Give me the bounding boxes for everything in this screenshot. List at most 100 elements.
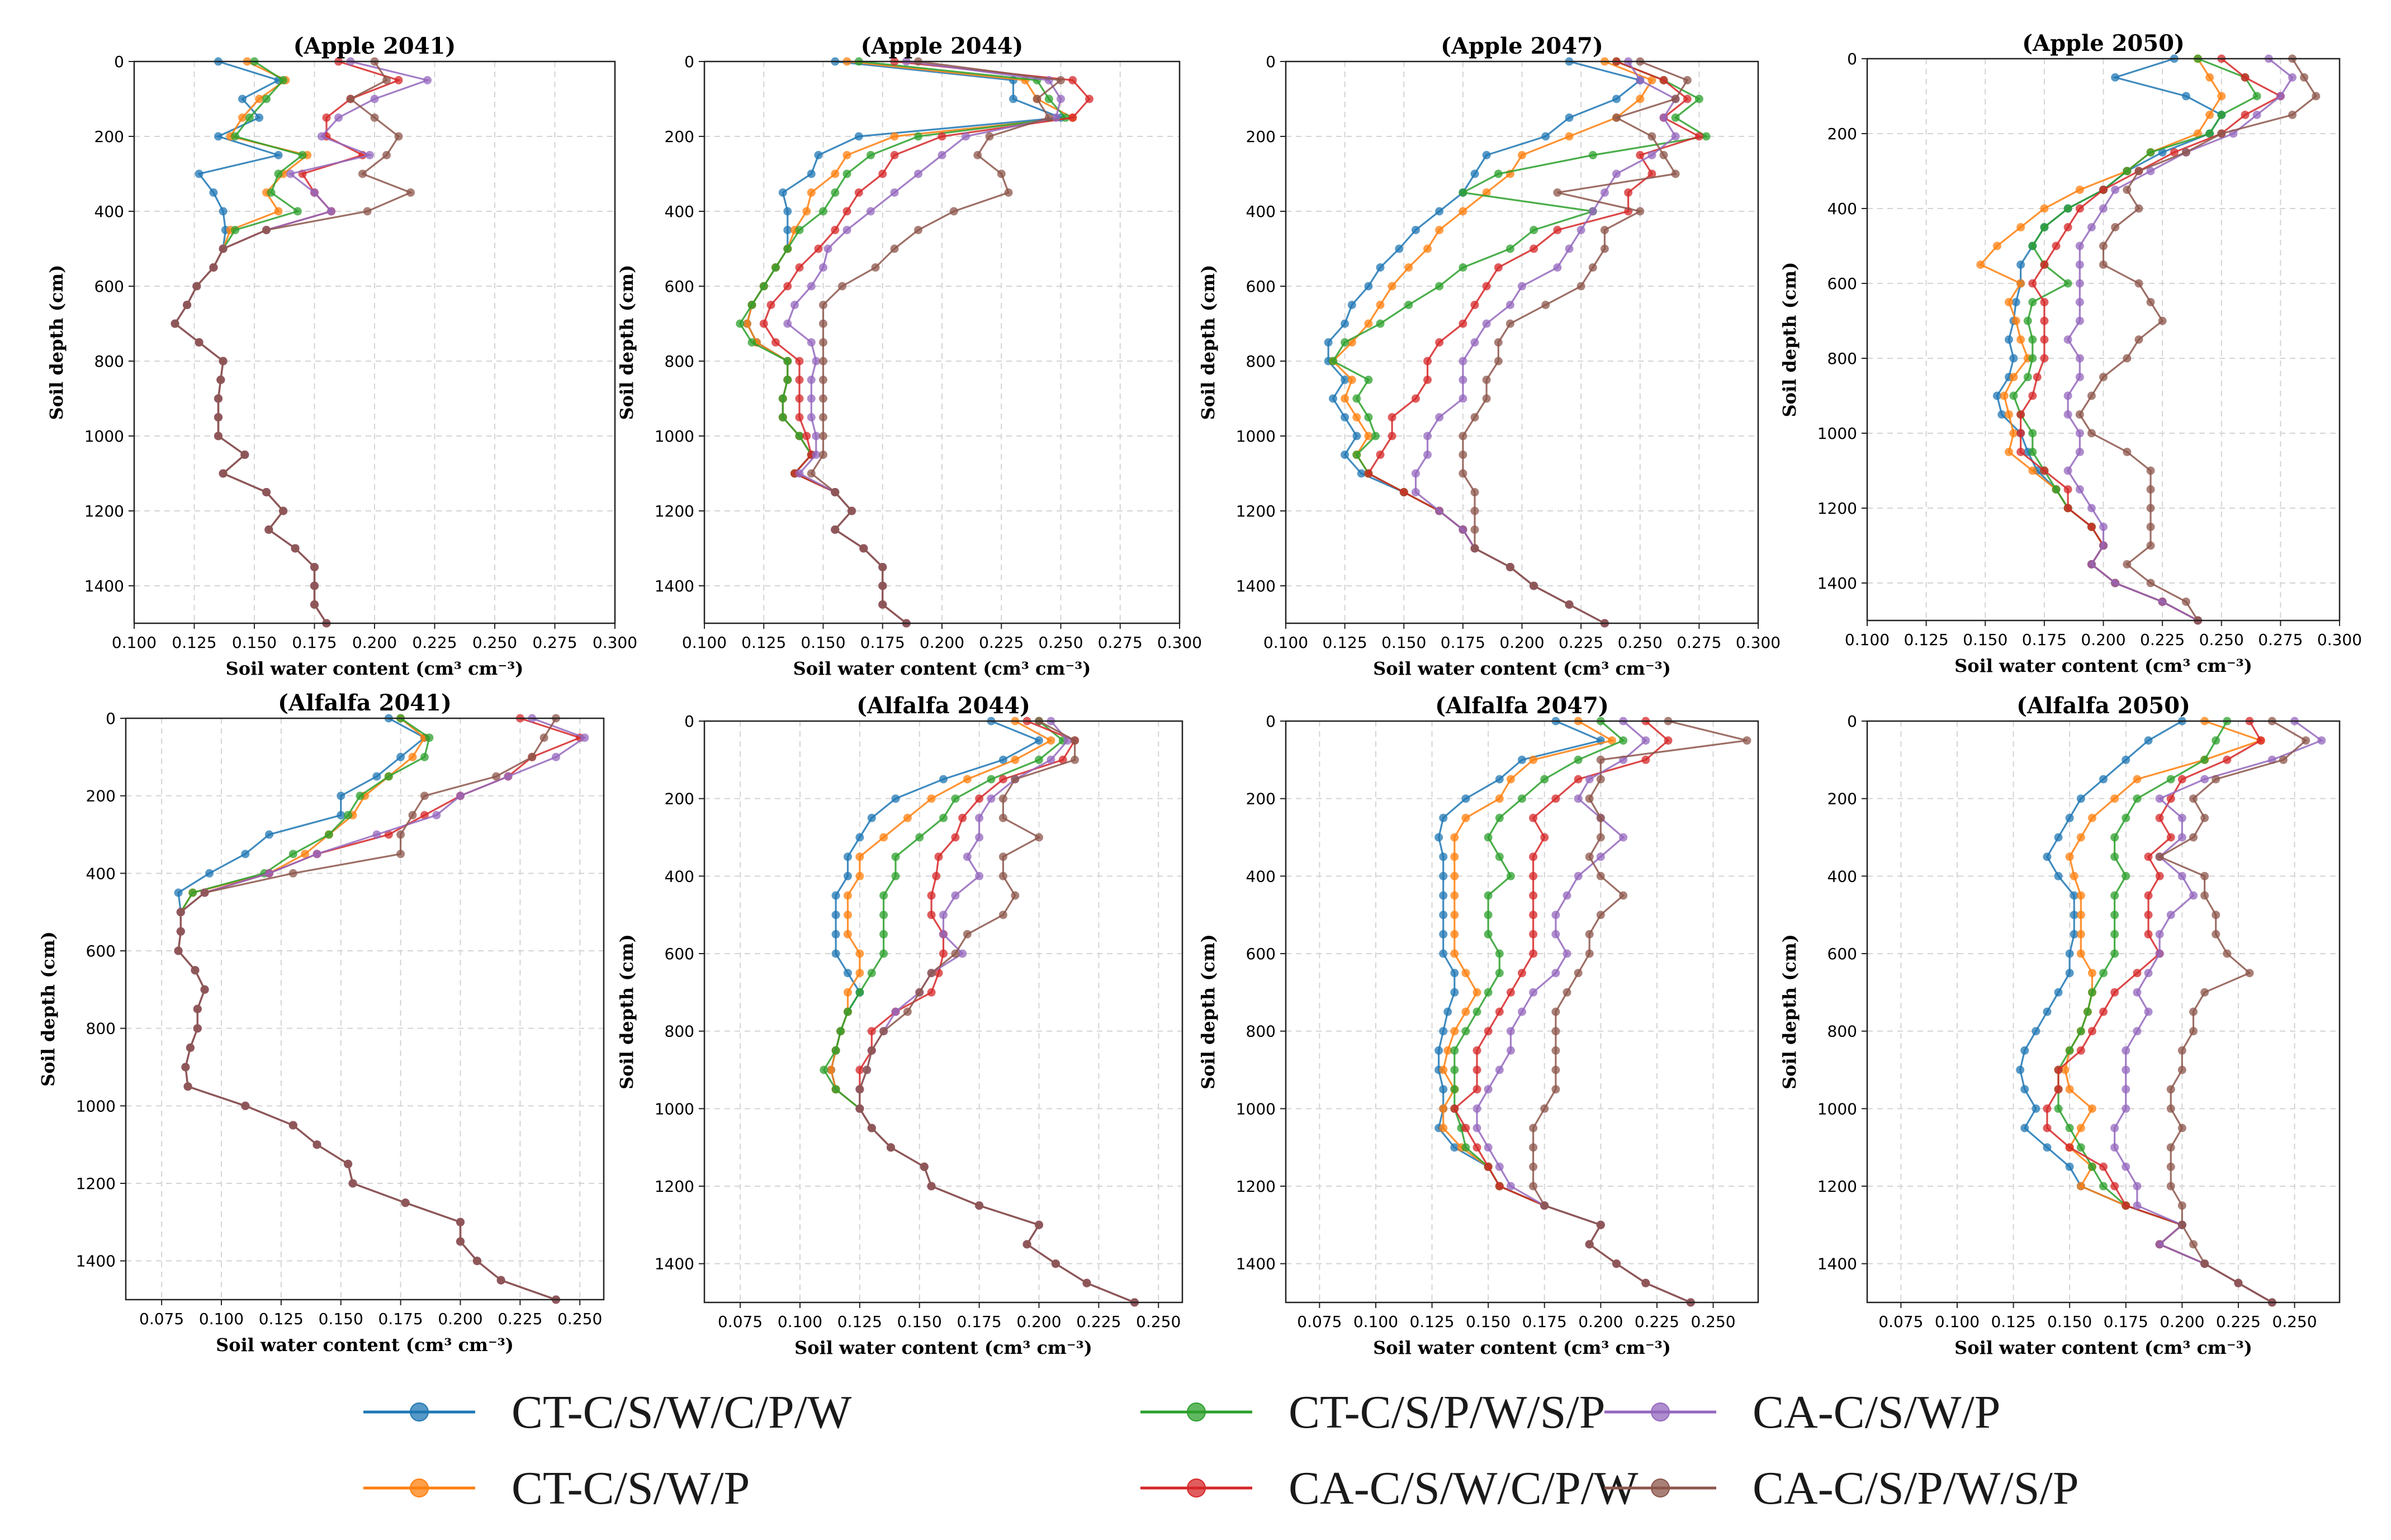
y-tick-label: 600 <box>1827 945 1857 963</box>
data-point <box>1484 911 1493 920</box>
data-point <box>2070 911 2078 920</box>
data-point <box>831 911 840 920</box>
data-point <box>2054 871 2063 880</box>
x-tick-label: 0.150 <box>1381 633 1426 652</box>
series-line <box>177 718 557 1301</box>
data-point <box>191 966 200 975</box>
data-point <box>1600 188 1609 197</box>
data-point <box>1588 151 1597 159</box>
data-point <box>2110 930 2119 939</box>
data-point <box>927 1182 936 1191</box>
data-point <box>1494 263 1503 272</box>
data-point <box>1484 1143 1493 1152</box>
data-point <box>334 113 343 122</box>
data-point <box>1470 413 1479 421</box>
data-point <box>1518 282 1526 291</box>
data-point <box>1035 736 1043 745</box>
data-point <box>1495 1065 1504 1074</box>
data-point <box>1551 1046 1560 1055</box>
data-point <box>195 338 203 347</box>
data-point <box>456 1217 465 1226</box>
data-point <box>1461 813 1470 822</box>
data-point <box>975 833 984 842</box>
x-tick-label: 0.275 <box>1098 633 1143 652</box>
data-point <box>2177 775 2186 784</box>
data-point <box>1641 1278 1650 1287</box>
data-point <box>1997 410 2006 419</box>
data-point <box>262 488 271 496</box>
y-tick-label: 400 <box>94 202 124 221</box>
data-point <box>2133 969 2142 978</box>
data-point <box>2166 911 2175 920</box>
y-tick-label: 200 <box>86 787 116 805</box>
data-point <box>214 394 222 403</box>
data-point <box>1585 930 1594 939</box>
data-point <box>214 413 222 421</box>
x-tick-label: 0.250 <box>2199 631 2244 649</box>
x-tick-label: 0.250 <box>2272 1312 2317 1331</box>
data-point <box>1435 506 1444 515</box>
data-point <box>903 813 912 822</box>
panel-title: (Apple 2047) <box>1441 33 1603 59</box>
data-point <box>1411 469 1420 478</box>
data-point <box>344 1159 353 1168</box>
series <box>2155 717 2310 1307</box>
data-point <box>807 169 816 178</box>
data-point <box>1565 244 1574 253</box>
y-tick-label: 1400 <box>655 1255 694 1273</box>
x-tick-label: 0.125 <box>1323 633 1367 652</box>
data-point <box>2189 891 2198 900</box>
data-point <box>1044 76 1053 84</box>
series-line <box>830 720 1135 1304</box>
panel: 0.075 0.100 0.125 0.150 0.175 0.200 0.225 0.250… <box>1197 693 1759 1358</box>
data-point <box>1596 813 1605 822</box>
data-point <box>1011 775 1020 784</box>
data-point <box>2023 316 2032 325</box>
data-point <box>1470 525 1479 534</box>
y-tick-label: 1400 <box>655 577 694 595</box>
data-point <box>878 563 887 571</box>
data-point <box>288 1121 297 1130</box>
x-tick-label: 0.200 <box>352 633 397 652</box>
series-line <box>1476 720 1691 1304</box>
data-point <box>265 869 273 878</box>
data-point <box>951 949 960 958</box>
data-point <box>1435 413 1444 421</box>
x-tick-label: 0.250 <box>1038 633 1083 652</box>
data-point <box>1404 301 1413 309</box>
data-point <box>790 301 799 309</box>
data-point <box>2065 813 2074 822</box>
y-tick-label: 600 <box>1246 945 1276 963</box>
data-point <box>2177 1220 2186 1229</box>
data-point <box>1435 226 1444 234</box>
x-tick-label: 0.200 <box>1499 633 1544 652</box>
data-point <box>1357 469 1366 478</box>
data-point <box>819 207 827 216</box>
data-point <box>1459 188 1467 197</box>
data-point <box>1473 1143 1481 1152</box>
data-point <box>2111 223 2120 231</box>
data-point <box>192 282 201 291</box>
y-tick-label: 400 <box>665 867 694 885</box>
data-point <box>2087 504 2096 513</box>
data-point <box>998 911 1007 920</box>
data-point <box>1495 969 1504 978</box>
data-point <box>274 207 283 216</box>
data-point <box>1009 94 1017 103</box>
data-point <box>2146 523 2155 531</box>
series <box>2110 717 2326 1307</box>
data-point <box>1035 755 1043 764</box>
data-point <box>1035 1220 1043 1229</box>
data-point <box>2177 1201 2186 1210</box>
data-point <box>2028 466 2037 475</box>
y-tick-label: 800 <box>94 352 124 371</box>
y-tick-label: 400 <box>665 202 694 221</box>
data-point <box>2155 930 2164 939</box>
data-point <box>279 506 288 515</box>
data-point <box>1071 736 1079 745</box>
data-point <box>1459 394 1467 403</box>
data-point <box>831 949 840 958</box>
data-point <box>1551 1007 1560 1016</box>
data-point <box>1551 930 1560 939</box>
data-point <box>2110 1182 2119 1191</box>
